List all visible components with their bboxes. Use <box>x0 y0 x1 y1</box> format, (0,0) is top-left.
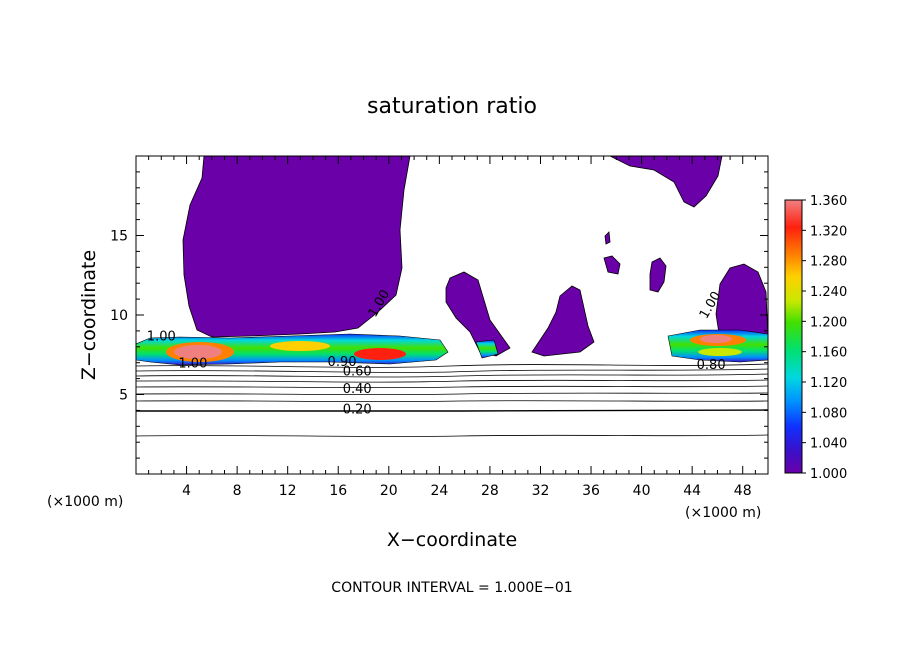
contour-label: 0.90 <box>328 355 357 370</box>
y-tick-label: 5 <box>119 388 128 404</box>
hotspot-4-core <box>700 335 732 343</box>
contour-label: 0.20 <box>343 403 372 418</box>
x-tick-label: 48 <box>734 483 752 499</box>
contour-label: 0.80 <box>697 358 726 373</box>
colorbar-label: 1.320 <box>810 224 847 239</box>
x-tick-label: 28 <box>481 483 499 499</box>
colorbar-label: 1.280 <box>810 255 847 270</box>
x-tick-label: 4 <box>182 483 191 499</box>
colorbar-label: 1.240 <box>810 285 847 300</box>
colorbar-label: 1.040 <box>810 437 847 452</box>
saturated-region-6 <box>715 263 768 341</box>
x-tick-label: 20 <box>380 483 398 499</box>
saturated-region-3 <box>445 271 511 357</box>
supersaturation-band-mid <box>475 339 499 359</box>
x-axis: 4 8 12 16 20 24 28 32 36 40 44 48 <box>148 156 756 499</box>
x-tick-label: 40 <box>633 483 651 499</box>
saturated-region-5 <box>649 257 667 293</box>
x-tick-label: 24 <box>430 483 448 499</box>
contour-lines <box>136 363 768 437</box>
contour-label: 0.60 <box>343 364 372 379</box>
chart-title: saturation ratio <box>367 94 537 119</box>
saturated-region-4 <box>531 285 595 357</box>
contour-label: 0.40 <box>343 382 372 397</box>
hotspot-1-core <box>174 345 222 359</box>
contour-interval-note: CONTOUR INTERVAL = 1.000E−01 <box>331 580 572 596</box>
contour-label: 1.00 <box>178 356 207 371</box>
x-axis-title: X−coordinate <box>387 529 517 551</box>
plot-field <box>136 156 768 437</box>
hotspot-2 <box>354 348 406 360</box>
colorbar-label: 1.360 <box>810 194 847 209</box>
saturated-region-1 <box>182 156 411 338</box>
colorbar-label: 1.200 <box>810 315 847 330</box>
colorbar-labels: 1.360 1.320 1.280 1.240 1.200 1.160 1.120 1.080… <box>802 194 847 482</box>
colorbar <box>784 199 803 474</box>
x-tick-label: 12 <box>279 483 297 499</box>
colorbar-label: 1.160 <box>810 346 847 361</box>
x-tick-label: 44 <box>683 483 701 499</box>
x-tick-label: 32 <box>532 483 550 499</box>
y-axis-title: Z−coordinate <box>78 250 100 380</box>
y-axis: 5 10 15 <box>110 171 768 459</box>
x-tick-label: 36 <box>582 483 600 499</box>
saturated-region-2 <box>609 156 723 208</box>
colorbar-label: 1.080 <box>810 406 847 421</box>
colorbar-label: 1.000 <box>810 467 847 482</box>
x-tick-label: 16 <box>329 483 347 499</box>
contour-label: 1.00 <box>147 329 176 344</box>
x-tick-label: 8 <box>233 483 242 499</box>
y-tick-label: 15 <box>110 229 128 245</box>
x-unit-left: (×1000 m) <box>47 494 123 510</box>
hotspot-5 <box>698 348 742 356</box>
saturated-region-8 <box>604 231 611 245</box>
saturated-region-7 <box>603 255 621 275</box>
x-unit-right: (×1000 m) <box>685 505 761 521</box>
hotspot-3 <box>270 341 330 351</box>
colorbar-label: 1.120 <box>810 376 847 391</box>
y-tick-label: 10 <box>110 308 128 324</box>
